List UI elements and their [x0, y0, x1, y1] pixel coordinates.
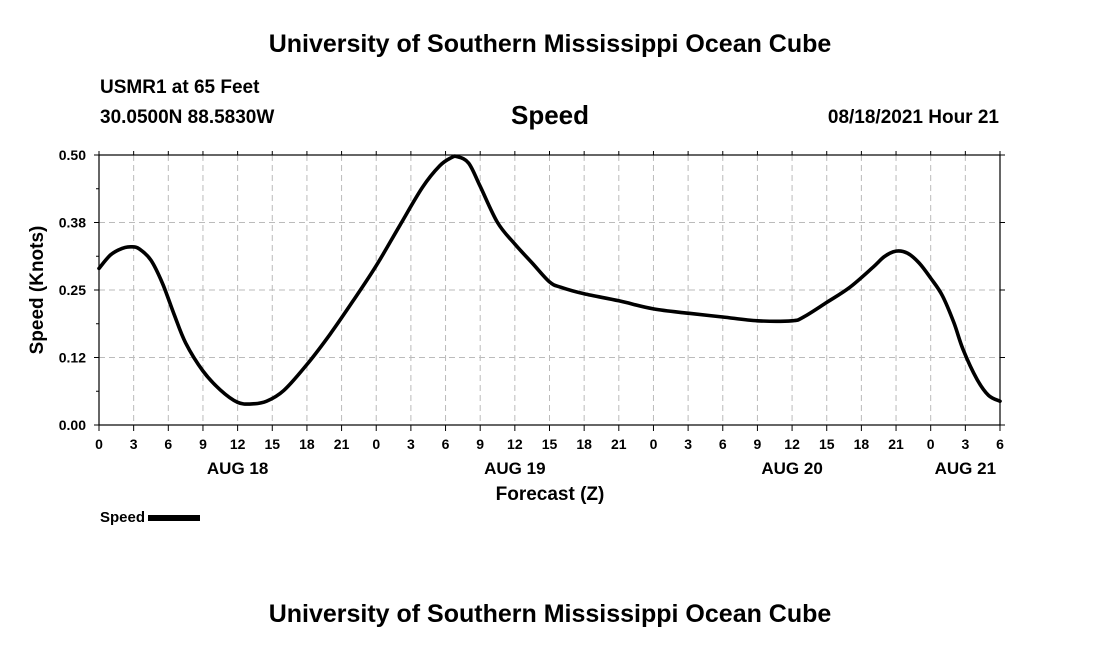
x-tick-label: 6	[442, 436, 450, 452]
day-label: AUG 20	[761, 459, 822, 478]
y-axis: 0.00 0.12 0.25 0.38 0.50	[59, 147, 1005, 433]
chart-title: University of Southern Mississippi Ocean…	[268, 30, 832, 58]
datetime-label: 08/18/2021 Hour 21	[827, 107, 999, 128]
x-tick-label: 6	[164, 436, 172, 452]
legend-label: Speed	[100, 509, 146, 526]
day-label: AUG 19	[484, 459, 545, 478]
y-tick-label: 0.25	[59, 282, 86, 298]
day-label: AUG 21	[935, 459, 996, 478]
x-tick-label: 15	[264, 436, 280, 452]
y-tick-label: 0.50	[59, 147, 86, 163]
speed-series-line	[97, 154, 1002, 406]
legend: Speed	[100, 509, 201, 526]
x-tick-label: 15	[542, 436, 558, 452]
x-tick-label: 12	[784, 436, 800, 452]
x-axis-title: Forecast (Z)	[496, 484, 605, 505]
x-tick-label: 3	[684, 436, 692, 452]
x-tick-label: 12	[230, 436, 246, 452]
x-tick-label: 6	[719, 436, 727, 452]
x-tick-label: 0	[650, 436, 658, 452]
y-tick-label: 0.00	[59, 417, 86, 433]
x-tick-label: 3	[130, 436, 138, 452]
footer-title: University of Southern Mississippi Ocean…	[268, 600, 832, 628]
coordinates-label: 30.0500N 88.5830W	[100, 107, 275, 128]
x-tick-label: 12	[507, 436, 523, 452]
x-tick-label: 0	[95, 436, 103, 452]
day-labels: AUG 18 AUG 19 AUG 20 AUG 21	[207, 459, 996, 478]
y-tick-label: 0.12	[59, 350, 86, 366]
y-axis-title: Speed (Knots)	[27, 226, 48, 355]
x-tick-label: 21	[334, 436, 350, 452]
legend-line-swatch	[148, 514, 201, 521]
x-tick-label: 9	[476, 436, 484, 452]
x-tick-label: 18	[299, 436, 315, 452]
day-label: AUG 18	[207, 459, 268, 478]
x-tick-label: 18	[854, 436, 870, 452]
x-tick-label: 21	[611, 436, 627, 452]
x-tick-label: 15	[819, 436, 835, 452]
x-tick-label: 9	[754, 436, 762, 452]
x-axis: 0 3 6 9 12 15 18 21 0 3 6 9 12 15 18 21 0 3 6 9 12 15 18 21 0 3 6	[95, 151, 1004, 452]
variable-label: Speed	[510, 100, 590, 130]
x-tick-label: 18	[576, 436, 592, 452]
x-tick-label: 6	[996, 436, 1004, 452]
x-tick-label: 21	[888, 436, 904, 452]
chart-grid	[99, 155, 1000, 425]
station-label: USMR1 at 65 Feet	[100, 77, 260, 98]
x-tick-label: 3	[961, 436, 969, 452]
y-tick-label: 0.38	[59, 215, 86, 231]
x-tick-label: 0	[927, 436, 935, 452]
x-tick-label: 0	[372, 436, 380, 452]
x-tick-label: 3	[407, 436, 415, 452]
x-tick-label: 9	[199, 436, 207, 452]
